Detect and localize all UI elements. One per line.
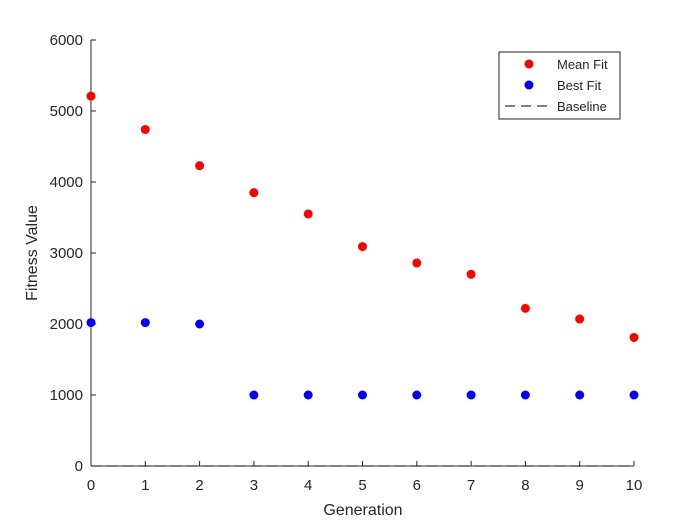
legend-baseline-label: Baseline xyxy=(557,99,607,114)
mean-fit-point xyxy=(86,91,96,101)
x-tick-label: 4 xyxy=(304,477,312,494)
x-tick-label: 7 xyxy=(467,477,475,494)
x-tick-label: 2 xyxy=(195,477,203,494)
best-fit-point xyxy=(520,390,530,400)
legend-mean-fit-label: Mean Fit xyxy=(557,57,608,72)
mean-fit-point xyxy=(466,269,476,279)
x-tick-label: 6 xyxy=(413,477,421,494)
best-fit-point xyxy=(249,390,259,400)
mean-fit-point xyxy=(358,242,367,252)
mean-fit-point xyxy=(249,188,259,198)
mean-fit-point xyxy=(303,209,313,219)
best-fit-point xyxy=(358,390,367,400)
best-fit-point xyxy=(575,390,585,400)
legend: Mean Fit Best Fit Baseline xyxy=(498,51,621,120)
x-tick-label: 1 xyxy=(141,477,149,494)
y-tick-label: 2000 xyxy=(50,316,83,333)
mean-fit-point xyxy=(140,124,150,134)
y-tick-label: 6000 xyxy=(50,32,83,49)
best-fit-point xyxy=(195,319,205,329)
x-tick-label: 10 xyxy=(626,477,643,494)
mean-fit-point xyxy=(520,303,530,313)
mean-fit-point xyxy=(195,161,205,171)
y-tick-label: 1000 xyxy=(50,387,83,404)
best-fit-point xyxy=(140,318,150,328)
x-tick-label: 3 xyxy=(250,477,258,494)
mean-fit-point xyxy=(575,314,585,324)
legend-box xyxy=(498,51,621,120)
legend-best-fit-label: Best Fit xyxy=(557,78,601,93)
best-fit-point xyxy=(303,390,313,400)
data-points xyxy=(86,91,639,400)
x-tick-label: 8 xyxy=(521,477,529,494)
y-tick-label: 4000 xyxy=(50,174,83,191)
best-fit-point xyxy=(86,318,96,328)
y-axis-label: Fitness Value xyxy=(24,205,41,301)
best-fit-point xyxy=(412,390,422,400)
y-tick-label: 0 xyxy=(75,458,83,475)
x-axis-label: Generation xyxy=(323,502,402,519)
y-tick-label: 3000 xyxy=(50,245,83,262)
legend-mean-fit-swatch xyxy=(524,59,534,69)
y-tick-label: 5000 xyxy=(50,103,83,120)
x-tick-label: 5 xyxy=(358,477,366,494)
mean-fit-point xyxy=(629,332,639,342)
best-fit-point xyxy=(629,390,639,400)
best-fit-point xyxy=(466,390,476,400)
x-tick-label: 9 xyxy=(576,477,584,494)
x-tick-label: 0 xyxy=(87,477,95,494)
mean-fit-point xyxy=(412,258,422,268)
legend-best-fit-swatch xyxy=(524,80,534,90)
